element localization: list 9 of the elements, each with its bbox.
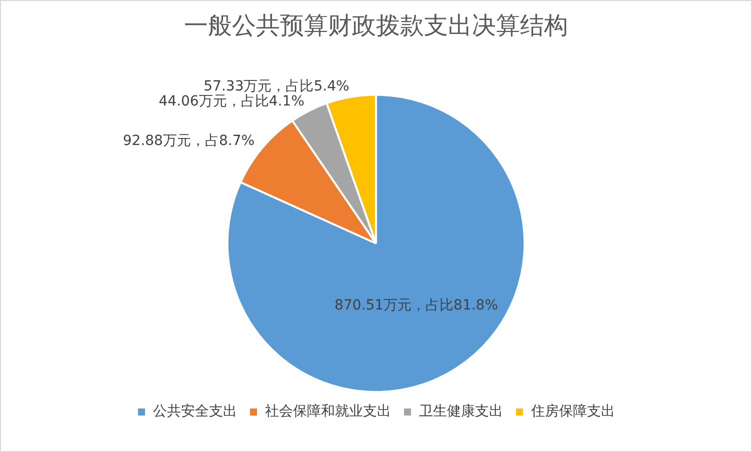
chart-title: 一般公共预算财政拨款支出决算结构 [184, 12, 568, 40]
legend-label: 住房保障支出 [530, 404, 615, 420]
legend-label: 社会保障和就业支出 [265, 404, 391, 420]
data-label: 870.51万元，占比81.8% [334, 297, 498, 314]
legend-label: 卫生健康支出 [419, 404, 503, 420]
legend-label: 公共安全支出 [153, 404, 237, 420]
data-label: 44.06万元，占比4.1% [158, 94, 304, 110]
data-label: 92.88万元，占8.7% [122, 133, 255, 150]
data-label: 57.33万元，占比5.4% [204, 78, 350, 95]
